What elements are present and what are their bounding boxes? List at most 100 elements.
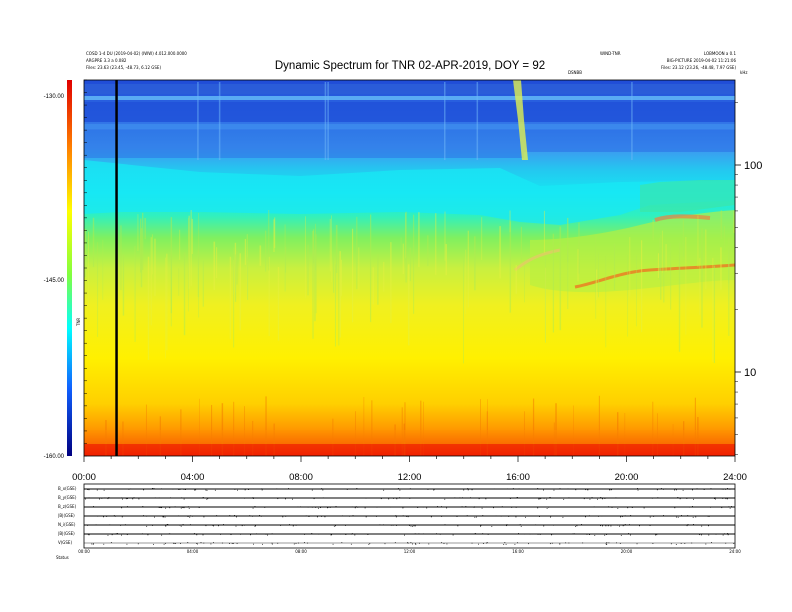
bottom-dot bbox=[583, 498, 585, 500]
bottom-dot bbox=[330, 534, 332, 536]
colorbar-tick-2: -160.00 bbox=[44, 454, 65, 460]
bottom-dot bbox=[463, 489, 465, 491]
bottom-dot bbox=[505, 543, 507, 545]
bottom-dot bbox=[689, 506, 690, 508]
left-axis-ticks bbox=[84, 79, 87, 457]
bottom-x-label-1: 04:00 bbox=[187, 549, 199, 554]
x-tick-label-3: 12:00 bbox=[398, 472, 422, 483]
bottom-dot bbox=[467, 489, 469, 491]
bottom-row-label-5: |B|(GSE) bbox=[58, 531, 75, 536]
bottom-dot bbox=[160, 507, 162, 508]
bottom-dot bbox=[214, 489, 216, 491]
bottom-dot bbox=[441, 506, 442, 507]
bottom-dot bbox=[87, 533, 89, 535]
bottom-dot bbox=[87, 489, 89, 490]
bottom-dot bbox=[520, 525, 522, 527]
bottom-dot bbox=[515, 516, 517, 518]
bottom-dot bbox=[333, 525, 335, 527]
bottom-dot bbox=[675, 489, 677, 491]
bottom-dot bbox=[461, 506, 463, 508]
bottom-dot bbox=[126, 543, 128, 545]
bottom-dot bbox=[165, 525, 167, 527]
bottom-dot bbox=[173, 542, 175, 544]
bottom-dot bbox=[430, 516, 432, 518]
bottom-dot bbox=[525, 516, 526, 518]
bottom-dot bbox=[229, 515, 231, 516]
bottom-dot bbox=[409, 498, 411, 499]
bottom-dot bbox=[292, 525, 294, 527]
bottom-dot bbox=[126, 506, 128, 507]
bottom-dot bbox=[161, 507, 162, 509]
bottom-dot bbox=[515, 507, 517, 508]
bottom-panel-labels: B_x(GSE) B_y(GSE) B_z(GSE) |B|(GSE) N_i(… bbox=[58, 486, 77, 545]
bottom-dot bbox=[727, 488, 728, 489]
bottom-dot bbox=[408, 524, 410, 526]
bottom-dot bbox=[422, 506, 424, 508]
bottom-dot bbox=[85, 498, 87, 500]
band-dark bbox=[84, 102, 735, 122]
bottom-dot bbox=[607, 525, 609, 527]
bottom-dot bbox=[485, 498, 487, 500]
bottom-dot bbox=[130, 488, 132, 490]
bottom-dot bbox=[475, 533, 477, 535]
bottom-dot bbox=[471, 542, 473, 544]
bottom-dot bbox=[543, 524, 545, 526]
bottom-dot bbox=[722, 488, 724, 490]
bottom-dot bbox=[559, 488, 561, 490]
bottom-dot bbox=[161, 497, 163, 499]
bottom-dot bbox=[641, 515, 643, 517]
bottom-dot bbox=[364, 507, 366, 509]
bottom-dot bbox=[170, 497, 171, 499]
bottom-dot bbox=[234, 489, 236, 490]
bottom-x-label-0: 00:00 bbox=[78, 549, 90, 554]
bottom-dot bbox=[474, 533, 476, 534]
bottom-dot bbox=[264, 507, 266, 508]
bottom-dot bbox=[91, 488, 93, 490]
bottom-dot bbox=[109, 524, 111, 526]
bottom-dot bbox=[254, 506, 256, 508]
bottom-dot bbox=[725, 506, 727, 508]
bottom-dot bbox=[714, 497, 716, 499]
bottom-dot bbox=[154, 497, 156, 499]
bottom-dot bbox=[674, 489, 675, 491]
bottom-dot bbox=[142, 515, 144, 516]
bottom-dot bbox=[356, 506, 358, 508]
bottom-dot bbox=[180, 507, 182, 509]
bottom-dot bbox=[568, 497, 570, 499]
bottom-dot bbox=[537, 533, 539, 535]
bottom-dot bbox=[316, 516, 318, 518]
bottom-dot bbox=[203, 516, 205, 518]
bottom-dot bbox=[231, 543, 233, 544]
bottom-dot bbox=[727, 533, 729, 534]
bottom-dot bbox=[305, 515, 307, 517]
bottom-dot bbox=[141, 533, 143, 535]
x-axis-labels: 00:00 04:00 08:00 12:00 16:00 20:00 24:0… bbox=[72, 472, 747, 483]
header-right-line3: Files: 23.12 (23.26, -48.48, 7.97 GSE) bbox=[661, 65, 736, 70]
bottom-dot bbox=[500, 515, 502, 517]
bottom-dot bbox=[563, 498, 565, 500]
bottom-x-label-5: 20:00 bbox=[621, 549, 633, 554]
bottom-row-label-0: B_x(GSE) bbox=[58, 486, 77, 491]
bottom-dot bbox=[656, 489, 658, 491]
bottom-dot bbox=[446, 507, 448, 509]
bottom-dot bbox=[692, 524, 694, 525]
bottom-dot bbox=[189, 524, 191, 525]
colorbar bbox=[67, 80, 72, 456]
bottom-dot bbox=[253, 543, 254, 545]
bottom-dot bbox=[177, 488, 179, 490]
bottom-dot bbox=[600, 497, 602, 498]
bottom-dot bbox=[108, 497, 110, 498]
bottom-dot bbox=[687, 524, 689, 525]
bottom-dot bbox=[95, 524, 97, 526]
bottom-dot bbox=[478, 543, 479, 545]
bottom-dot bbox=[328, 506, 330, 508]
band-light bbox=[84, 96, 735, 100]
bottom-dot bbox=[198, 507, 200, 509]
bottom-dot bbox=[128, 488, 130, 490]
bottom-dot bbox=[585, 516, 586, 518]
bottom-dot bbox=[354, 507, 356, 509]
bottom-dot bbox=[708, 534, 710, 536]
bottom-dot bbox=[663, 515, 664, 516]
bottom-dot bbox=[124, 524, 126, 526]
